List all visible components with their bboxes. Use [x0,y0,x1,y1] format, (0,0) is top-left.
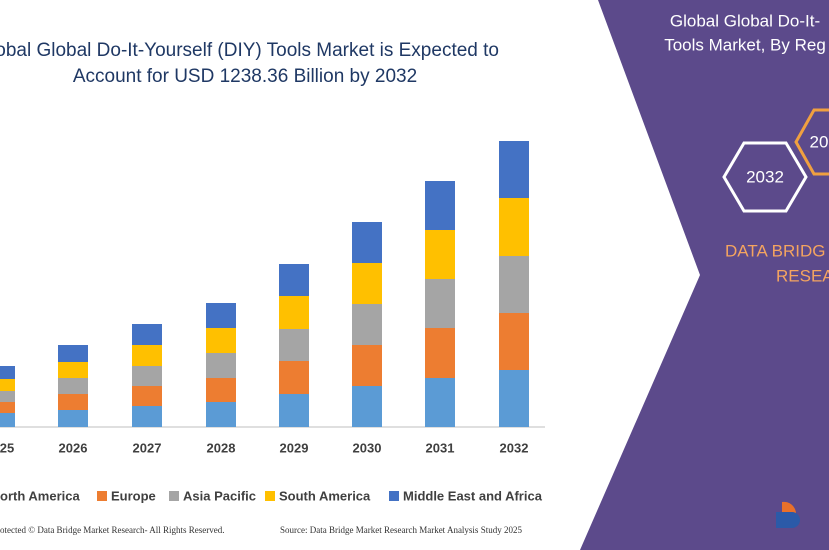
bar-segment [425,328,455,378]
panel-title: Tools Market, By Reg [664,35,826,54]
bar-segment [206,328,236,353]
hexagon-label: 20 [810,132,829,151]
bar-segment [206,378,236,402]
bar-segment [352,345,382,386]
bar-segment [206,353,236,378]
bar-segment [0,413,15,427]
bar-segment [0,379,15,391]
bar-segment [425,181,455,230]
legend-label: Middle East and Africa [403,488,543,503]
bar-segment [425,230,455,279]
bar-segment [132,366,162,386]
panel-title: Global Global Do-It- [670,11,820,30]
brand: RESEA [776,266,829,285]
bar-segment [0,391,15,402]
legend-swatch [265,491,275,501]
bar-segment [279,361,309,394]
hexagon [722,141,808,213]
legend-swatch [169,491,179,501]
bar-segment [352,386,382,427]
bar-segment [206,402,236,427]
bar-segment [132,386,162,406]
bar-segment [352,304,382,345]
bar-segment [499,313,529,370]
legend-label: South America [279,488,371,503]
bar-segment [132,324,162,345]
bar-segment [58,345,88,362]
side-panel [580,0,829,550]
bar-segment [425,378,455,427]
bar-segment [58,394,88,410]
x-tick-label: 2032 [500,440,529,455]
logo [776,512,800,528]
bar-segment [499,256,529,313]
chart-title: Account for USD 1238.36 Billion by 2032 [73,66,417,87]
bar-segment [279,264,309,296]
legend-label: Asia Pacific [183,488,256,503]
x-tick-label: 2031 [426,440,455,455]
bar-segment [58,378,88,394]
hexagon [794,108,829,176]
bar-segment [352,263,382,304]
x-tick-label: 2029 [280,440,309,455]
chart-title: lobal Global Do-It-Yourself (DIY) Tools … [0,40,499,61]
bar-segment [499,141,529,198]
copyright: otected © Data Bridge Market Research- A… [0,525,225,535]
bar-segment [58,362,88,378]
hexagon-label: 2032 [746,167,784,186]
x-tick-label: 2027 [133,440,162,455]
legend-swatch [389,491,399,501]
bar-segment [352,222,382,263]
bar-segment [279,394,309,427]
legend-swatch [97,491,107,501]
bar-segment [132,345,162,366]
source: Source: Data Bridge Market Research Mark… [280,525,522,535]
brand: DATA BRIDG [725,241,825,260]
legend-label: orth America [0,488,80,503]
bar-segment [0,402,15,413]
bar-segment [279,296,309,329]
x-tick-label: 2030 [353,440,382,455]
bar-segment [206,303,236,328]
bar-segment [425,279,455,328]
x-tick-label: 2026 [59,440,88,455]
x-tick-label: 2028 [207,440,236,455]
bar-segment [279,329,309,361]
legend-label: Europe [111,488,156,503]
bar-segment [0,366,15,379]
x-tick-label: 25 [0,440,14,455]
bar-segment [132,406,162,427]
bar-segment [58,410,88,427]
bar-segment [499,198,529,256]
bar-segment [499,370,529,427]
